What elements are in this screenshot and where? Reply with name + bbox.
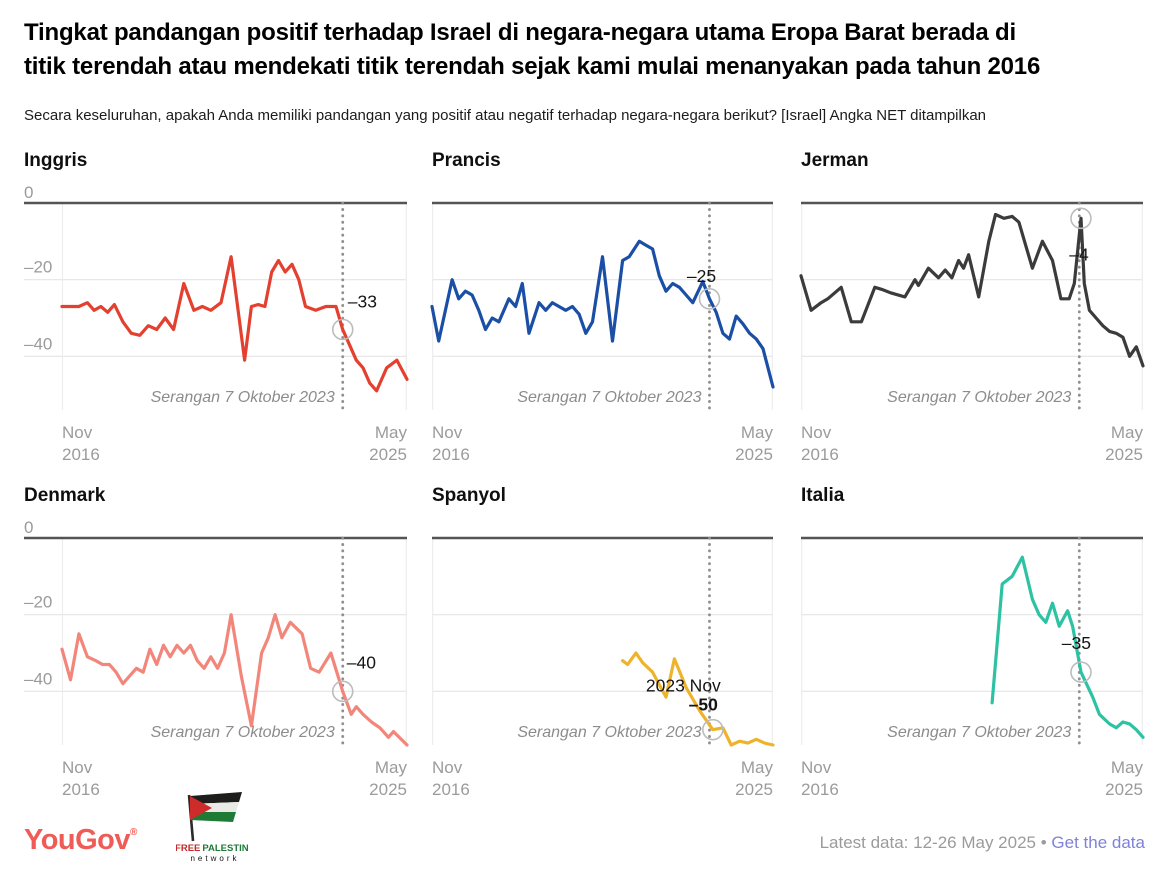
event-annotation: Serangan 7 Oktober 2023 xyxy=(151,724,335,741)
latest-point-marker xyxy=(702,718,724,741)
plot-area-prancis: Serangan 7 Oktober 2023 –25 xyxy=(430,201,775,412)
panel-title-prancis: Prancis xyxy=(432,150,501,171)
flag-red-triangle xyxy=(190,796,212,820)
chart-panel-italia: Italia Serangan 7 Oktober 2023 –35 Nov 2016 M… xyxy=(801,485,1145,815)
x-axis-label-start: Nov 2016 xyxy=(62,423,100,464)
panel-title-jerman: Jerman xyxy=(801,150,869,171)
fpn-logo-text-line1: FREEPALESTINE xyxy=(176,843,248,854)
event-annotation: Serangan 7 Oktober 2023 xyxy=(517,389,701,406)
panel-title-italia: Italia xyxy=(801,485,845,506)
event-annotation: Serangan 7 Oktober 2023 xyxy=(517,724,701,741)
marker-value-label: –25 xyxy=(687,266,716,286)
chart-panel-jerman: Jerman Serangan 7 Oktober 2023 –4 Nov 2016 Ma… xyxy=(799,150,1145,480)
page-subtitle: Secara keseluruhan, apakah Anda memiliki… xyxy=(24,107,987,124)
y-tick-label: –40 xyxy=(24,669,52,688)
series-line-spanyol xyxy=(621,651,775,747)
plot-area-inggris: 0 –20 –40 Serangan 7 Oktober 2023 –33 xyxy=(24,183,409,412)
x-axis-label-end: May 2025 xyxy=(735,758,773,799)
plot-area-jerman: Serangan 7 Oktober 2023 –4 xyxy=(799,201,1145,412)
y-tick-label: –20 xyxy=(24,593,52,612)
latest-point-marker xyxy=(1070,207,1092,230)
series-line-inggris xyxy=(60,255,409,393)
x-axis-label-start: Nov 2016 xyxy=(801,423,839,464)
latest-point-marker xyxy=(1070,661,1092,683)
y-tick-label: 0 xyxy=(24,183,33,202)
fpn-network-text: network xyxy=(190,854,239,863)
latest-data-text: Latest data: 12-26 May 2025 xyxy=(819,833,1036,852)
series-line-denmark xyxy=(60,613,409,747)
series-line-prancis xyxy=(430,239,775,389)
x-axis-label-end: May 2025 xyxy=(735,423,773,464)
chart-panel-denmark: Denmark 0 –20 –40 Serangan 7 Oktober 2023 –40… xyxy=(24,485,409,815)
y-tick-label: –40 xyxy=(24,334,52,353)
page-title-line1: Tingkat pandangan positif terhadap Israe… xyxy=(24,19,1016,46)
x-axis-label-start: Nov 2016 xyxy=(62,758,100,799)
x-axis-label-end: May 2025 xyxy=(369,423,407,464)
marker-value-label: 2023 Nov xyxy=(646,676,721,696)
marker-value-label: –33 xyxy=(348,292,377,312)
y-tick-label: 0 xyxy=(24,518,33,537)
latest-point-marker xyxy=(698,288,721,310)
get-the-data-link[interactable]: Get the data xyxy=(1051,833,1145,852)
chart-panel-inggris: Inggris 0 –20 –40 Serangan 7 Oktober 2023 –33… xyxy=(24,150,409,480)
marker-value-label: –4 xyxy=(1069,244,1089,264)
plot-area-spanyol: Serangan 7 Oktober 2023 2023 Nov–50 xyxy=(432,536,775,747)
chart-panel-spanyol: Spanyol Serangan 7 Oktober 2023 2023 Nov –5… xyxy=(432,485,775,815)
chart-panel-prancis: Prancis Serangan 7 Oktober 2023 –25 Nov 2016… xyxy=(430,150,775,480)
event-annotation: Serangan 7 Oktober 2023 xyxy=(887,389,1071,406)
panel-title-denmark: Denmark xyxy=(24,485,106,506)
event-annotation: Serangan 7 Oktober 2023 xyxy=(151,389,335,406)
series-line-italia xyxy=(990,555,1145,739)
series-line-jerman xyxy=(799,212,1145,368)
y-tick-label: –20 xyxy=(24,258,52,277)
marker-value-label: –35 xyxy=(1062,633,1091,653)
x-axis-label-start: Nov 2016 xyxy=(801,758,839,799)
page-title-line2: titik terendah atau mendekati titik tere… xyxy=(24,53,1041,80)
yougov-logo-text: YouGov xyxy=(24,824,131,856)
latest-point-marker xyxy=(331,680,354,703)
marker-value-label: –40 xyxy=(347,652,376,672)
panel-title-spanyol: Spanyol xyxy=(432,485,506,506)
flag-black-stripe xyxy=(190,792,242,804)
x-axis-label-end: May 2025 xyxy=(1105,423,1143,464)
event-annotation: Serangan 7 Oktober 2023 xyxy=(887,724,1071,741)
registered-mark: ® xyxy=(130,827,137,838)
flag-green-stripe xyxy=(190,812,236,822)
fpn-palestine-text: PALESTINE xyxy=(202,843,248,854)
free-palestine-network-logo: FREEPALESTINE network xyxy=(176,792,248,863)
x-axis-label-start: Nov 2016 xyxy=(432,758,470,799)
latest-point-marker xyxy=(331,318,354,341)
x-axis-label-end: May 2025 xyxy=(369,758,407,799)
x-axis-label-start: Nov 2016 xyxy=(432,423,470,464)
fpn-free-text: FREE xyxy=(176,843,200,854)
footer-source-line: Latest data: 12-26 May 2025 • Get the da… xyxy=(820,833,1145,853)
x-axis-label-end: May 2025 xyxy=(1105,758,1143,799)
panel-title-inggris: Inggris xyxy=(24,150,88,171)
yougov-logo: YouGov® xyxy=(24,824,137,857)
page-title: Tingkat pandangan positif terhadap Israe… xyxy=(24,16,1154,84)
marker-value-label: –50 xyxy=(689,695,718,715)
bullet-separator: • xyxy=(1040,833,1047,852)
plot-area-italia: Serangan 7 Oktober 2023 –35 xyxy=(801,536,1145,747)
plot-area-denmark: 0 –20 –40 Serangan 7 Oktober 2023 –40 xyxy=(24,518,409,747)
